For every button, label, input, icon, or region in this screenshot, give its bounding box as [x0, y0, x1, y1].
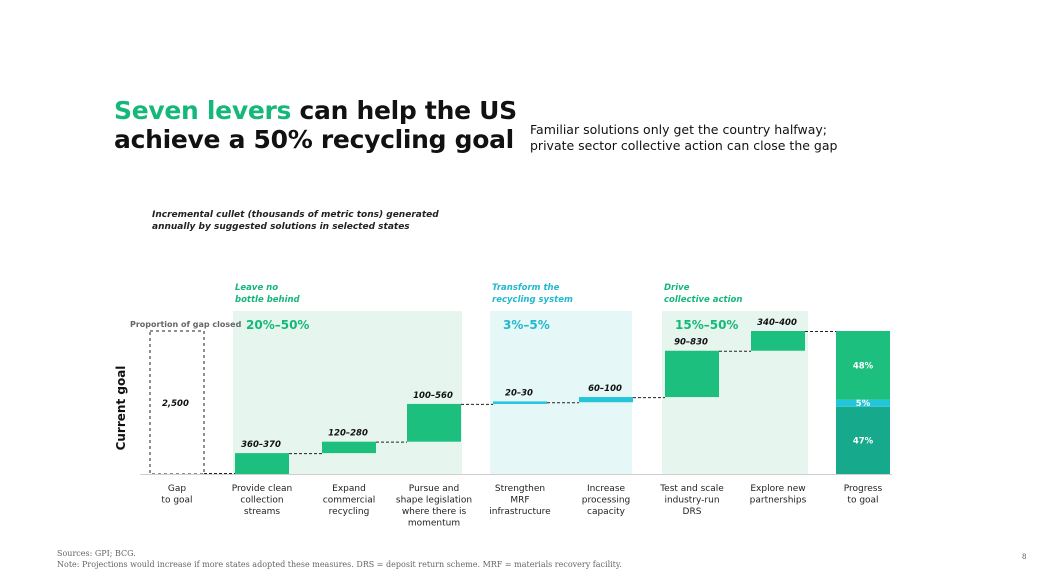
group-name-3-line-1: Drive: [664, 283, 690, 293]
group-name-3-line-2: collective action: [664, 295, 742, 305]
page-number: 8: [1022, 553, 1027, 561]
category-gap-line-1: Gap: [168, 484, 186, 494]
bar-step-6: [665, 350, 719, 398]
category-step-7-line-1: Explore new: [750, 484, 805, 494]
category-step-3-line-1: Pursue and: [409, 484, 459, 494]
chart-note-line-1: Incremental cullet (thousands of metric …: [152, 210, 439, 220]
group-proportion-3: 15%–50%: [675, 318, 738, 332]
category-step-3-line-3: where there is: [402, 507, 467, 517]
title-accent: Seven levers: [114, 96, 292, 125]
footer: Sources: GPI; BCG. Note: Projections wou…: [57, 548, 622, 570]
category-step-5-line-1: Increase: [587, 484, 626, 494]
subtitle-line-2: private sector collective action can clo…: [530, 138, 838, 153]
title-rest: can help the US achieve a 50% recycling …: [114, 96, 517, 154]
group-proportion-1: 20%–50%: [246, 318, 309, 332]
category-progress-line-1: Progress: [844, 484, 883, 494]
proportion-label: Proportion of gap closed: [130, 320, 242, 329]
bar-step-3: [407, 403, 461, 442]
category-step-6-line-3: DRS: [683, 507, 702, 517]
bar-step-7: [751, 331, 805, 351]
category-progress-line-2: to goal: [847, 496, 878, 506]
category-gap-line-2: to goal: [161, 496, 192, 506]
chart-note: Incremental cullet (thousands of metric …: [152, 209, 442, 233]
bar-step-5-label: 60–100: [588, 384, 622, 394]
category-step-1-line-3: streams: [244, 507, 281, 517]
footer-note: Note: Projections would increase if more…: [57, 560, 622, 569]
bar-step-5: [579, 397, 633, 403]
bar-step-7-label: 340–400: [757, 318, 797, 328]
category-step-6-line-2: industry-run: [664, 496, 719, 506]
page-title: Seven levers can help the US achieve a 5…: [114, 96, 534, 154]
bar-step-3-label: 100–560: [413, 391, 453, 401]
subtitle-line-1: Familiar solutions only get the country …: [530, 122, 827, 137]
category-step-2-line-1: Expand: [332, 484, 366, 494]
bar-step-4: [493, 401, 547, 404]
group-proportion-2: 3%–5%: [503, 318, 550, 332]
progress-segment-2: [836, 399, 890, 407]
category-step-3-line-4: momentum: [408, 519, 460, 529]
progress-segment-2-label: 5%: [856, 399, 871, 409]
chart-note-line-2: annually by suggested solutions in selec…: [152, 222, 410, 232]
group-name-1-line-2: bottle behind: [235, 295, 301, 305]
group-name-1-line-1: Leave no: [235, 283, 278, 293]
y-axis-label: Current goal: [114, 366, 128, 451]
progress-segment-3-label: 48%: [853, 361, 874, 371]
bar-step-4-label: 20–30: [505, 388, 533, 398]
subtitle: Familiar solutions only get the country …: [530, 122, 890, 154]
category-step-1-line-1: Provide clean: [232, 484, 292, 494]
group-panel-2: [490, 311, 632, 474]
category-step-7-line-2: partnerships: [750, 496, 807, 506]
category-step-6-line-1: Test and scale: [659, 484, 724, 494]
footer-sources: Sources: GPI; BCG.: [57, 549, 136, 558]
category-step-2-line-2: commercial: [323, 496, 376, 506]
bar-step-1: [235, 453, 289, 474]
category-step-4-line-3: infrastructure: [489, 507, 551, 517]
category-step-3-line-2: shape legislation: [396, 496, 472, 506]
category-step-5-line-3: capacity: [587, 507, 626, 517]
progress-segment-1: [836, 406, 890, 474]
category-step-1-line-2: collection: [240, 496, 283, 506]
category-step-4-line-2: MRF: [510, 496, 529, 506]
category-step-5-line-2: processing: [582, 496, 631, 506]
progress-segment-1-label: 47%: [853, 436, 874, 446]
bar-step-1-label: 360–370: [241, 440, 281, 450]
category-step-4-line-1: Strengthen: [495, 484, 545, 494]
bar-step-2: [322, 441, 376, 454]
category-step-2-line-3: recycling: [329, 507, 370, 517]
group-name-2-line-1: Transform the: [492, 283, 560, 293]
bar-step-2-label: 120–280: [328, 429, 368, 439]
progress-segment-3: [836, 331, 890, 400]
group-name-2-line-2: recycling system: [492, 295, 573, 305]
gap-value-label: 2,500: [162, 399, 189, 409]
bar-step-6-label: 90–830: [674, 338, 708, 348]
